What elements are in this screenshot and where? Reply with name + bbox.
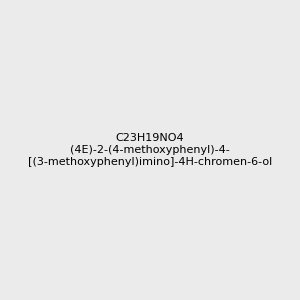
Text: C23H19NO4
(4E)-2-(4-methoxyphenyl)-4-
[(3-methoxyphenyl)imino]-4H-chromen-6-ol: C23H19NO4 (4E)-2-(4-methoxyphenyl)-4- [(… xyxy=(28,134,272,166)
